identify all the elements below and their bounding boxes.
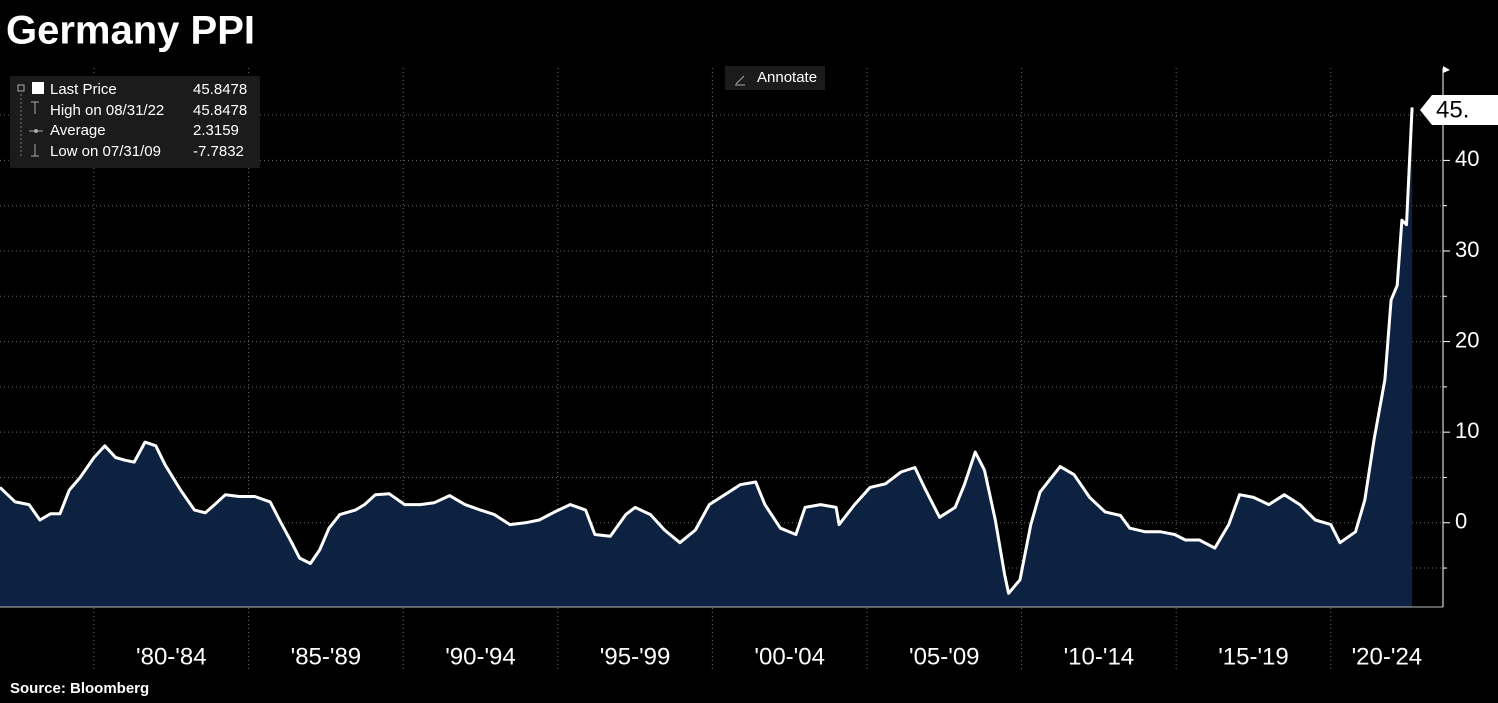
y-tick-label: 30	[1455, 237, 1479, 262]
legend-label: Average	[50, 122, 106, 139]
y-tick-label: 0	[1455, 509, 1467, 534]
x-tick-label: '15-'19	[1218, 643, 1289, 670]
button-label[interactable]: Annotate	[757, 69, 817, 86]
button-icon	[735, 75, 745, 86]
x-tick-label: '10-'14	[1064, 643, 1135, 670]
y-tick-label: 40	[1455, 146, 1479, 171]
x-tick-label: '00-'04	[754, 643, 825, 670]
legend-box	[10, 76, 260, 168]
legend-label: Last Price	[50, 81, 117, 98]
legend-label: High on 08/31/22	[50, 102, 164, 119]
annotate-button[interactable]: Annotate	[725, 66, 825, 90]
last-value-label: 45.	[1436, 96, 1469, 123]
x-tick-label: '95-'99	[600, 643, 671, 670]
source: Source: Bloomberg	[10, 680, 149, 697]
legend-value: -7.7832	[193, 143, 244, 160]
area	[0, 107, 1413, 608]
y-axis-arrow	[1443, 66, 1450, 73]
legend-icon	[17, 84, 25, 92]
y-tick-label: 10	[1455, 418, 1479, 443]
legend-swatch	[32, 82, 44, 94]
plot-area: 0 10 20 30 40 '80-'84 '85-'89 '90-'94 '95-'99 '00…	[0, 66, 1479, 672]
legend-icon	[31, 144, 39, 157]
legend-value: 45.8478	[193, 102, 247, 119]
x-tick-label: '90-'94	[445, 643, 516, 670]
legend-value: 45.8478	[193, 81, 247, 98]
x-tick-label: '20-'24	[1352, 643, 1423, 670]
chart-title: Germany PPI	[6, 9, 255, 53]
legend-value: 2.3159	[193, 122, 239, 139]
legend-icon	[31, 101, 39, 114]
x-tick-label: '85-'89	[291, 643, 362, 670]
x-tick-label: '80-'84	[136, 643, 207, 670]
legend: Last Price 45.8478 High on 08/31/22 45.8…	[10, 76, 260, 168]
line	[0, 107, 1414, 595]
last-value-tag	[1420, 95, 1498, 125]
x-tick-label: '05-'09	[909, 643, 980, 670]
legend-icon	[34, 129, 38, 133]
legend-label: Low on 07/31/09	[50, 143, 161, 160]
y-tick-label: 20	[1455, 327, 1479, 352]
